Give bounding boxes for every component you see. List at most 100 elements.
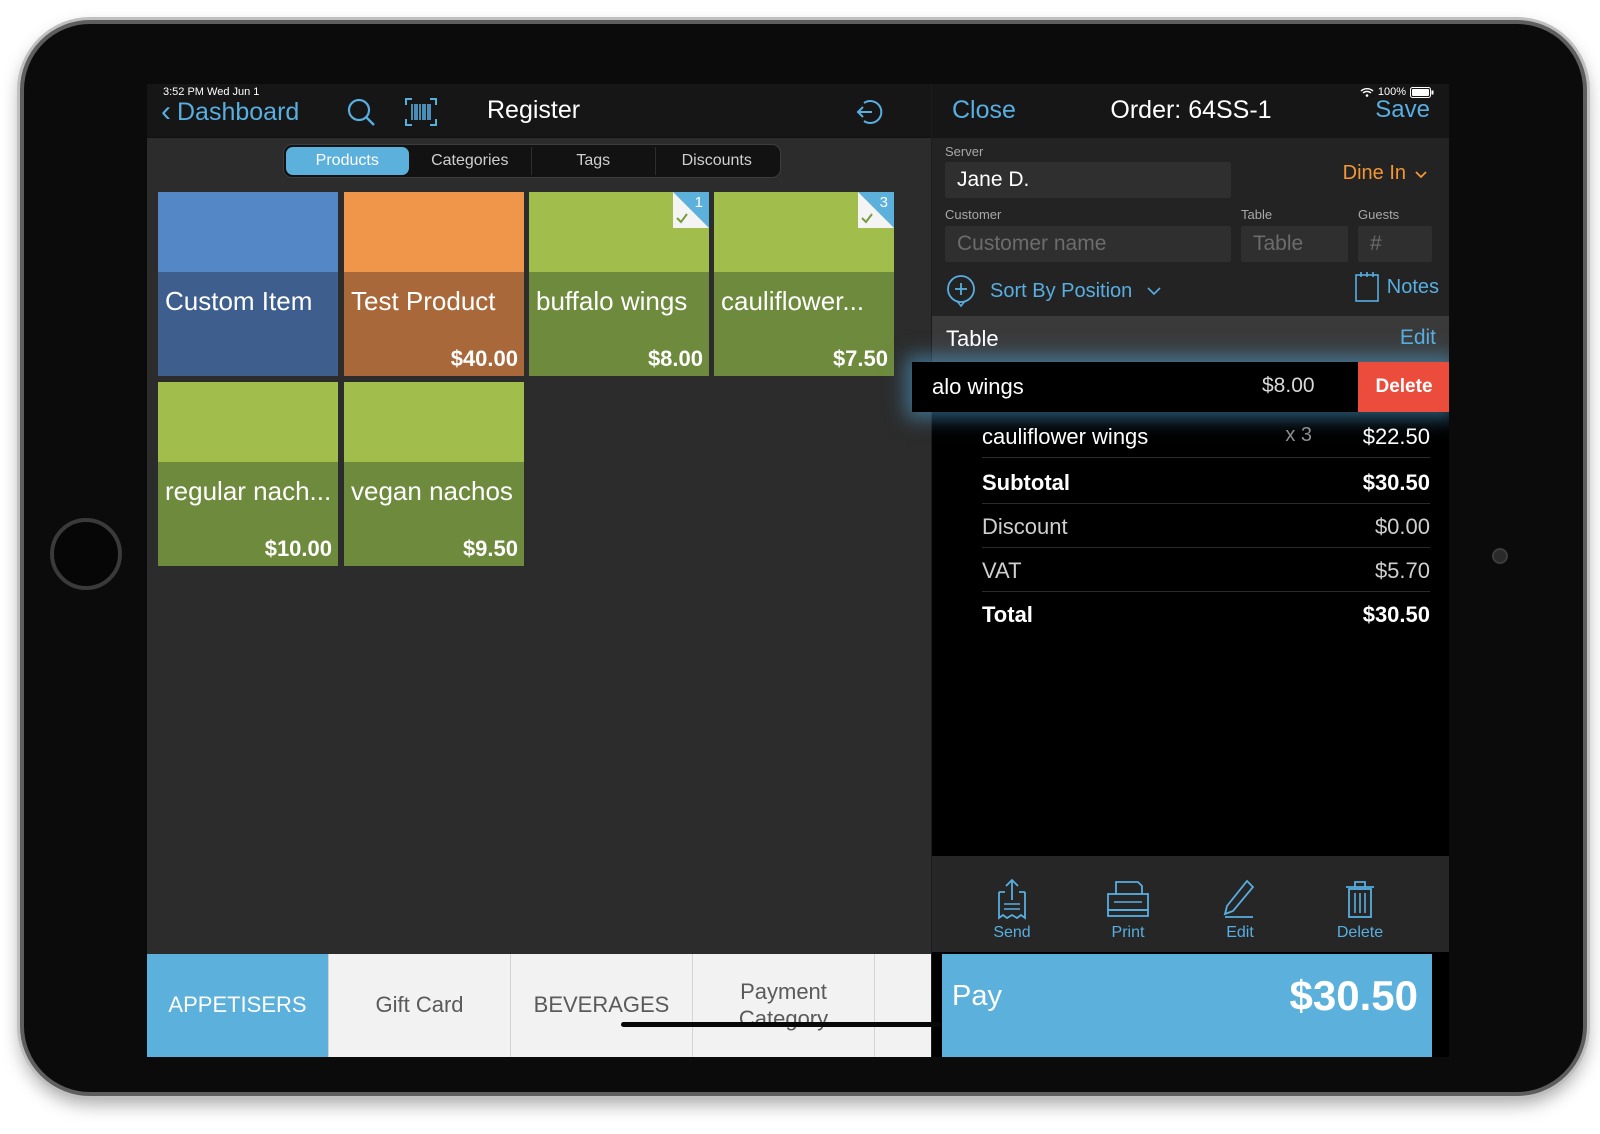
product-name: vegan nachos <box>351 476 513 506</box>
order-section-header: Table Edit <box>932 316 1449 362</box>
logout-button[interactable] <box>851 94 887 130</box>
product-name: regular nach... <box>165 476 332 506</box>
quantity-badge-count: 3 <box>879 194 888 211</box>
discount-value: $0.00 <box>1374 514 1430 539</box>
search-button[interactable] <box>343 94 379 130</box>
notepad-icon <box>1354 272 1379 302</box>
status-time: 3:52 PM Wed Jun 1 <box>163 86 260 98</box>
product-segmented-control: Products Categories Tags Discounts <box>283 144 781 178</box>
customer-name-input[interactable]: Customer name <box>945 226 1231 262</box>
battery-percent: 100% <box>1377 86 1406 98</box>
notes-label: Notes <box>1386 275 1439 298</box>
order-title: Order: 64SS-1 <box>1110 96 1272 124</box>
dine-mode-dropdown[interactable]: Dine In <box>1343 162 1428 185</box>
segment-categories[interactable]: Categories <box>409 147 532 175</box>
category-bar: APPETISERS Gift Card BEVERAGES Payment C… <box>147 954 931 1057</box>
dashboard-label: Dashboard <box>177 97 300 126</box>
category-appetisers[interactable]: APPETISERS <box>147 954 329 1057</box>
product-tile-vegan-nachos[interactable]: vegan nachos $9.50 <box>344 382 524 566</box>
order-item-name: cauliflower wings <box>982 424 1149 449</box>
chevron-down-icon <box>1415 170 1427 178</box>
order-item-row-swiped[interactable]: alo wings $8.00 Delete <box>912 362 1449 412</box>
segment-tags[interactable]: Tags <box>532 147 656 175</box>
vat-value: $5.70 <box>1374 558 1430 583</box>
barcode-button[interactable] <box>403 94 439 130</box>
category-beverages[interactable]: BEVERAGES <box>511 954 693 1057</box>
order-item-price: $22.50 <box>1362 424 1430 449</box>
delete-item-button[interactable]: Delete <box>1358 362 1449 412</box>
category-payment-category[interactable]: Payment Category <box>693 954 875 1057</box>
customer-label: Customer <box>945 207 1002 222</box>
register-nav-bar: 3:52 PM Wed Jun 1 ‹ Dashboard <box>147 84 931 138</box>
vat-row: VAT $5.70 <box>982 548 1430 592</box>
send-button[interactable]: Send <box>972 878 1052 942</box>
close-button[interactable]: Close <box>952 96 1016 124</box>
barcode-icon <box>405 98 437 126</box>
quantity-badge: 3 <box>854 192 894 232</box>
total-row: Total $30.50 <box>982 592 1430 636</box>
product-price: $40.00 <box>450 346 518 371</box>
pay-button[interactable]: Pay $30.50 <box>942 954 1432 1057</box>
order-item-qty: x 3 <box>1285 424 1312 446</box>
delete-label: Delete <box>1336 924 1384 941</box>
home-indicator <box>621 1022 941 1027</box>
order-item-name: alo wings <box>932 374 1024 399</box>
order-nav-bar: Order: 64SS-1 Close 100% Save <box>932 84 1449 138</box>
table-input[interactable]: Table <box>1241 226 1348 262</box>
sort-label: Sort By Position <box>990 279 1133 302</box>
section-edit-button[interactable]: Edit <box>1399 326 1436 349</box>
product-tile-buffalo-wings[interactable]: 1 buffalo wings $8.00 <box>529 192 709 376</box>
product-tile-test-product[interactable]: Test Product $40.00 <box>344 192 524 376</box>
save-button[interactable]: Save <box>1375 96 1430 123</box>
product-name: buffalo wings <box>536 286 688 316</box>
print-label: Print <box>1111 924 1145 941</box>
product-tile-custom-item[interactable]: Custom Item <box>158 192 338 376</box>
pay-label: Pay <box>952 980 1002 1012</box>
discount-label: Discount <box>982 514 1068 539</box>
product-price: $8.00 <box>647 346 703 371</box>
chevron-left-icon: ‹ <box>161 95 171 128</box>
chevron-down-icon <box>1147 287 1161 296</box>
edit-button[interactable]: Edit <box>1200 878 1280 942</box>
total-value: $30.50 <box>1362 602 1430 627</box>
product-price: $10.00 <box>264 536 332 561</box>
category-gift-card[interactable]: Gift Card <box>329 954 511 1057</box>
product-name: Custom Item <box>165 286 313 316</box>
guests-label: Guests <box>1358 207 1400 222</box>
home-button[interactable] <box>50 518 122 590</box>
segment-products[interactable]: Products <box>286 147 409 175</box>
vat-label: VAT <box>982 558 1022 583</box>
send-label: Send <box>993 924 1031 941</box>
product-name: cauliflower... <box>721 286 865 316</box>
dashboard-back-button[interactable]: ‹ Dashboard <box>161 94 299 130</box>
discount-row: Discount $0.00 <box>982 504 1430 548</box>
camera-icon <box>1492 548 1508 564</box>
sort-dropdown[interactable]: Sort By Position <box>946 274 1162 308</box>
product-tile-cauliflower-wings[interactable]: 3 cauliflower... $7.50 <box>714 192 894 376</box>
dine-mode-label: Dine In <box>1342 162 1406 184</box>
guests-input[interactable]: # <box>1358 226 1432 262</box>
total-label: Total <box>982 602 1033 627</box>
search-icon <box>347 98 375 126</box>
pay-amount: $30.50 <box>1289 972 1418 1019</box>
printer-icon <box>1107 881 1149 917</box>
trash-icon <box>1346 881 1374 918</box>
segment-discounts[interactable]: Discounts <box>681 152 752 169</box>
product-tile-regular-nachos[interactable]: regular nach... $10.00 <box>158 382 338 566</box>
product-price: $7.50 <box>832 346 888 371</box>
order-pane: Order: 64SS-1 Close 100% Save Server Jan… <box>912 84 1449 1057</box>
checkmark-corner-icon <box>673 192 709 228</box>
server-label: Server <box>945 144 984 159</box>
notes-button[interactable]: Notes <box>1354 272 1439 302</box>
checkmark-corner-icon <box>858 192 894 228</box>
status-indicators: 100% <box>1360 86 1434 98</box>
delete-order-button[interactable]: Delete <box>1320 878 1400 942</box>
subtotal-value: $30.50 <box>1362 470 1430 495</box>
subtotal-label: Subtotal <box>982 470 1070 495</box>
add-circle-icon[interactable] <box>946 274 976 308</box>
pencil-icon <box>1223 879 1255 918</box>
logout-icon <box>856 100 883 124</box>
print-button[interactable]: Print <box>1088 878 1168 942</box>
order-item-row[interactable]: cauliflower wings x 3 $22.50 <box>982 414 1430 458</box>
server-field[interactable]: Jane D. <box>945 162 1231 198</box>
